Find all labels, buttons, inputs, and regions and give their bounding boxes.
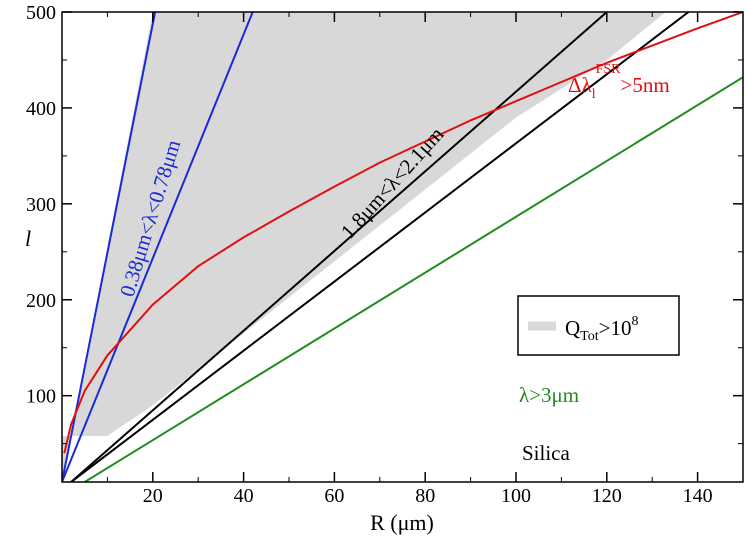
series-lambda-2-1 xyxy=(70,12,690,482)
series-dlambda-fsr xyxy=(63,12,743,454)
x-tick-label: 80 xyxy=(415,485,435,507)
annotation-material: Silica xyxy=(522,441,571,465)
y-axis-title: l xyxy=(25,226,31,251)
annotation-ir-cutoff: λ>3μm xyxy=(519,383,579,407)
plot-frame xyxy=(61,11,744,483)
legend-label: QTot>108 xyxy=(565,314,638,344)
series-lambda-0-38 xyxy=(62,12,157,482)
y-tick-label: 400 xyxy=(26,98,56,120)
x-tick-label: 20 xyxy=(143,485,163,507)
legend: QTot>108 xyxy=(517,295,680,356)
x-tick-label: 140 xyxy=(683,485,713,507)
x-tick-label: 100 xyxy=(501,485,531,507)
series-lambda-3 xyxy=(84,76,743,482)
x-axis-title: R (μm) xyxy=(370,510,434,535)
y-tick-label: 500 xyxy=(26,2,56,24)
series-lambda-0-78 xyxy=(62,12,254,482)
y-tick-label: 100 xyxy=(26,386,56,408)
y-tick-label: 200 xyxy=(26,290,56,312)
shaded-region-qtot xyxy=(62,12,666,482)
series-lambda-1-8 xyxy=(70,12,608,482)
x-tick-label: 60 xyxy=(324,485,344,507)
x-tick-label: 120 xyxy=(592,485,622,507)
y-tick-label: 300 xyxy=(26,194,56,216)
annotation-fsr: ΔλlFSR>5nm xyxy=(568,62,670,102)
x-tick-label: 40 xyxy=(234,485,254,507)
